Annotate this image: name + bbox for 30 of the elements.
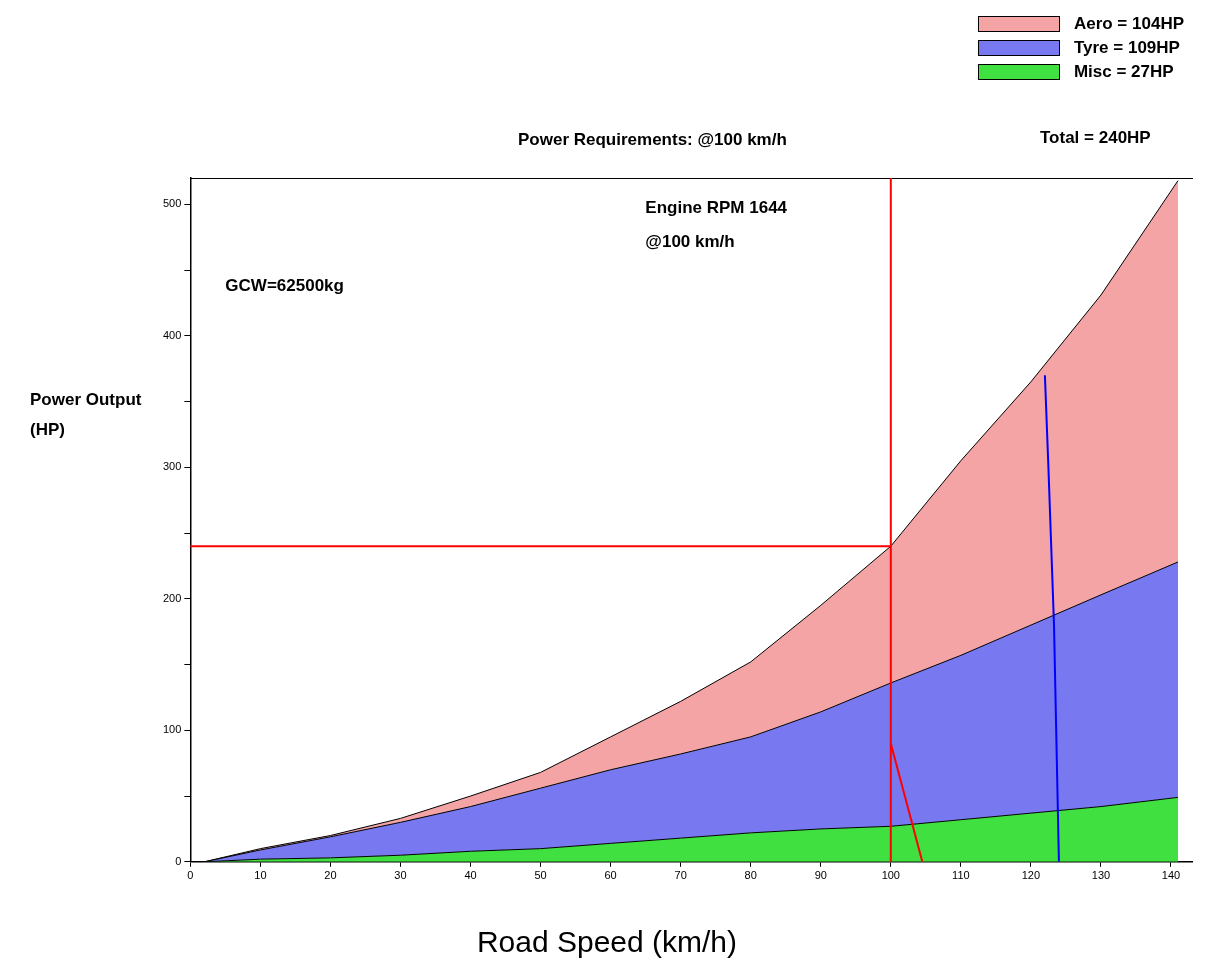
- legend-label: Misc = 27HP: [1073, 62, 1174, 82]
- x-tick-label: 10: [254, 869, 267, 882]
- y-tick-label: 0: [175, 854, 182, 867]
- x-tick-label: 0: [187, 869, 194, 882]
- x-tick-label: 80: [744, 869, 757, 882]
- x-tick-label: 100: [881, 869, 900, 882]
- legend-label: Aero = 104HP: [1073, 14, 1184, 34]
- y-tick-label: 300: [162, 460, 182, 473]
- chart-title: Power Requirements: @100 km/h: [518, 130, 787, 150]
- x-tick-label: 130: [1091, 869, 1111, 882]
- x-tick-label: 20: [324, 869, 337, 882]
- x-tick-label: 110: [952, 869, 970, 882]
- x-tick-label: 40: [464, 869, 477, 882]
- legend-label: Tyre = 109HP: [1073, 38, 1180, 58]
- x-tick-label: 30: [394, 869, 407, 882]
- x-axis-title: Road Speed (km/h): [475, 925, 739, 959]
- x-tick-label: 50: [534, 869, 547, 882]
- x-tick-label: 120: [1021, 869, 1041, 882]
- text: Total = 240HP: [1040, 128, 1151, 148]
- y-tick-label: 100: [162, 723, 182, 736]
- x-tick-label: 70: [674, 869, 687, 882]
- y-tick-label: 200: [162, 591, 182, 604]
- y-axis-title: Power Output (HP): [30, 389, 143, 441]
- x-tick-label: 90: [814, 869, 827, 882]
- x-tick-label: 60: [604, 869, 617, 882]
- y-tick-label: 500: [162, 197, 182, 210]
- annotation: Engine RPM 1644 @100 km/h: [645, 198, 788, 252]
- x-tick-label: 140: [1161, 869, 1181, 882]
- annotation: GCW=62500kg: [225, 276, 344, 296]
- y-tick-label: 400: [162, 328, 182, 341]
